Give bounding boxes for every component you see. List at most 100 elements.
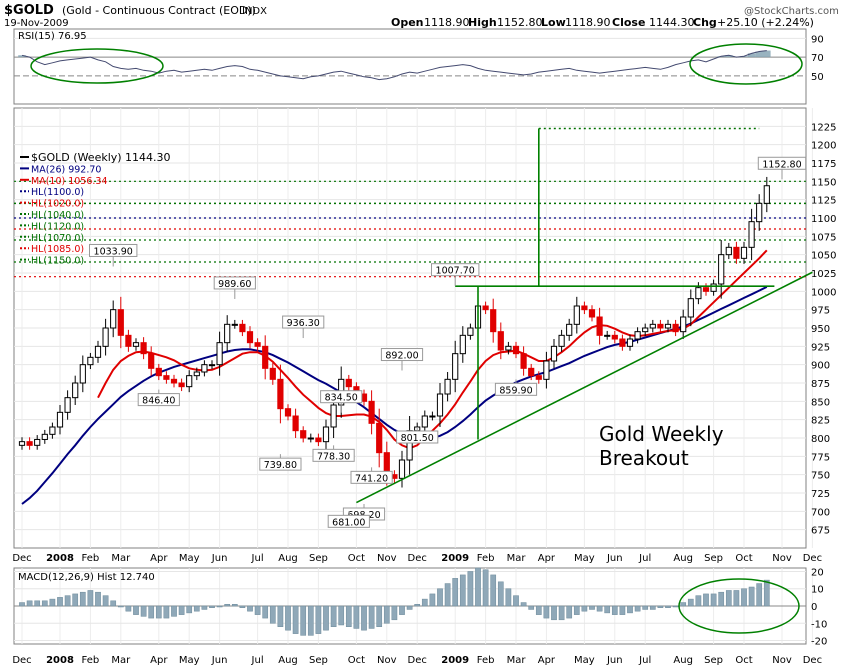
macd-bar (19, 602, 25, 607)
candle-body (725, 246, 732, 256)
candle-body (664, 323, 672, 329)
rsi-line (21, 50, 767, 81)
macd-bar (543, 605, 550, 619)
time-tick-label: May (574, 655, 595, 666)
time-tick-label: Jun (211, 553, 228, 564)
candle-body (125, 334, 132, 347)
macd-bar (133, 605, 139, 615)
macd-bar (95, 591, 101, 607)
rsi-tick-label: 70 (811, 53, 824, 64)
annotation-line1: Gold Weekly (599, 422, 724, 446)
time-tick-label: Jun (211, 655, 228, 666)
time-tick-label: Jul (251, 553, 264, 564)
candle-body (345, 378, 352, 388)
macd-bar (581, 605, 588, 612)
time-tick-label: Sep (704, 553, 723, 564)
macd-bar (672, 605, 679, 608)
candle-body (41, 433, 48, 440)
candle-body (246, 331, 254, 344)
candle-body (216, 342, 223, 366)
macd-bar (262, 605, 269, 619)
time-tick-label: Dec (12, 655, 31, 666)
time-tick-label: Apr (538, 553, 556, 564)
macd-bar (231, 604, 238, 607)
time-tick-label: Mar (111, 553, 131, 564)
macd-bar (604, 605, 611, 614)
macd-bar (102, 595, 109, 607)
candle-body (87, 356, 94, 366)
macd-bar (520, 602, 527, 607)
time-tick-label: Aug (278, 655, 298, 666)
macd-bar (748, 586, 755, 607)
candle-body (102, 327, 109, 347)
candle-body (254, 342, 261, 347)
rsi-tick-label: 50 (811, 72, 824, 83)
instrument-name: (Gold - Continuous Contract (EOD)) (62, 4, 256, 17)
price-tick-label: 875 (811, 379, 830, 390)
candle-body (193, 371, 200, 377)
macd-bar (186, 605, 193, 614)
candle-body (611, 334, 618, 340)
chg-value: +25.10 (+2.24%) (717, 16, 814, 29)
legend-entry: MA(26) 992.70 (31, 164, 101, 175)
candle-body (566, 323, 573, 336)
candle-body (398, 459, 406, 479)
macd-bar (209, 605, 215, 608)
candle-body (436, 393, 444, 417)
time-tick-label: May (574, 553, 595, 564)
candle-body (467, 327, 474, 336)
time-tick-label: Feb (82, 553, 100, 564)
candle-body (558, 334, 565, 347)
macd-bar (611, 605, 618, 615)
chg-label: Chg (693, 16, 717, 29)
macd-tick-label: -10 (811, 619, 827, 630)
macd-bar (406, 605, 413, 610)
price-label: 846.40 (142, 396, 175, 407)
axes: 675 700 725 750 775 800 825 850 875 900 925 950 975 1… (12, 122, 836, 666)
time-tick-label: May (179, 553, 200, 564)
close-label: Close (612, 16, 645, 29)
candle-body (26, 441, 33, 446)
time-tick-label: Nov (772, 553, 792, 564)
macd-tick-label: 0 (811, 602, 817, 613)
candle-body (132, 342, 140, 347)
candle-body (581, 305, 588, 311)
candle-body (292, 415, 299, 432)
macd-bar (300, 605, 307, 636)
time-tick-label: Jun (606, 655, 623, 666)
macd-bar (756, 583, 763, 607)
legend-entry: HL(1040.0) (31, 210, 84, 221)
candle-body (224, 323, 231, 344)
candle-body (543, 360, 550, 380)
candle-body (619, 338, 626, 347)
candle-body (695, 287, 702, 300)
macd-tick-label: 10 (811, 585, 824, 596)
candle-body (368, 400, 375, 424)
high-label: High (468, 16, 497, 29)
price-label: 801.50 (401, 433, 434, 444)
candle-body (79, 364, 86, 384)
macd-bar (155, 605, 162, 619)
macd-bar (315, 605, 322, 634)
candle-body (528, 367, 535, 377)
legend-entry: MA(10) 1056.34 (31, 176, 108, 187)
macd-bar (224, 604, 231, 607)
macd-bar (573, 605, 580, 615)
symbol: $GOLD (4, 3, 54, 18)
candle-body (626, 338, 634, 347)
macd-bar (26, 600, 33, 607)
macd-bar (353, 605, 360, 629)
candle-body (687, 298, 694, 318)
time-tick-label: Feb (477, 553, 495, 564)
price-tick-label: 975 (811, 306, 830, 317)
candle-body (72, 382, 79, 399)
macd-bar (566, 605, 573, 619)
macd-bar (307, 605, 314, 636)
time-tick-label: Aug (278, 553, 298, 564)
candle-body (680, 316, 687, 333)
candle-body (269, 367, 276, 380)
price-tick-label: 1100 (811, 214, 836, 225)
rsi-overbought-fill (725, 55, 733, 58)
time-tick-label: Dec (803, 553, 822, 564)
macd-ellipse (678, 578, 800, 634)
